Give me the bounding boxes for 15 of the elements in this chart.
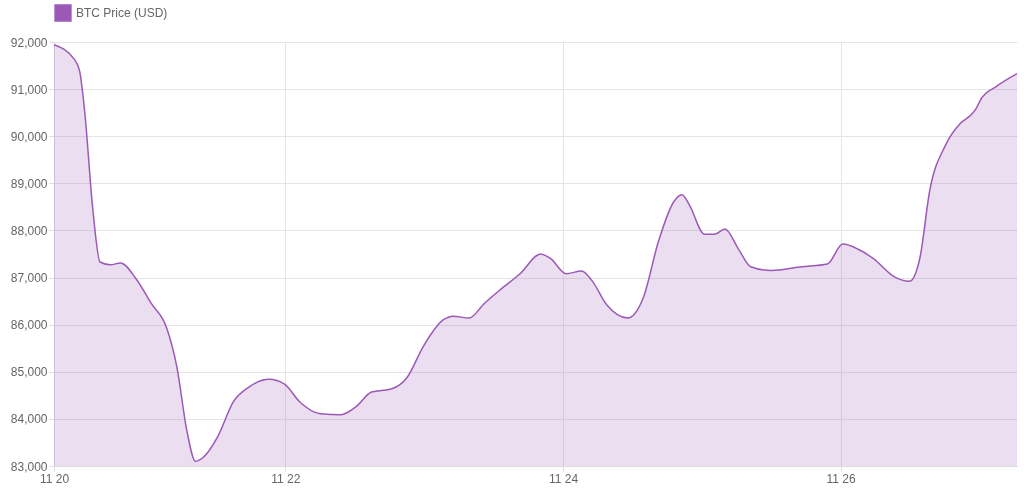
legend-label: BTC Price (USD)	[76, 6, 168, 20]
y-tick-label: 87,000	[10, 271, 48, 286]
y-tick-label: 92,000	[10, 35, 48, 50]
y-tick-label: 90,000	[10, 129, 48, 144]
y-tick-label: 88,000	[10, 223, 48, 238]
y-tick-label: 91,000	[10, 82, 48, 97]
x-tick-label: 11 20	[39, 471, 70, 486]
x-tick-label: 11 24	[548, 471, 579, 486]
y-tick-label: 89,000	[10, 176, 48, 191]
x-tick-label: 11 26	[826, 471, 856, 486]
x-tick-label: 11 22	[271, 471, 301, 486]
y-tick-label: 83,000	[10, 459, 48, 474]
y-tick-label: 84,000	[10, 412, 48, 427]
y-tick-label: 86,000	[10, 318, 48, 333]
y-tick-label: 85,000	[10, 365, 48, 380]
